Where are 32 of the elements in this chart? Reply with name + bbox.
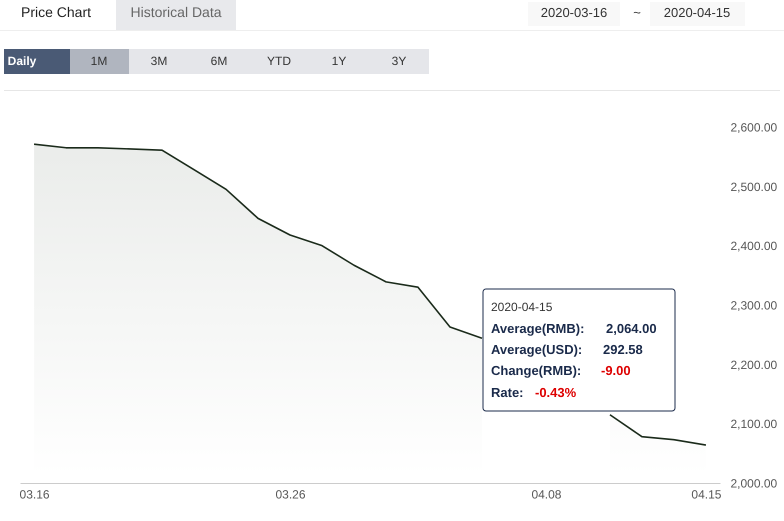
text: 2020-04-15: [664, 5, 730, 20]
text: 2020-03-16: [540, 5, 608, 20]
y-tick-label: 2,500.00: [730, 180, 778, 194]
annotation: Rate:: [491, 385, 524, 400]
text: 1Y: [332, 54, 346, 68]
text: Historical Data: [130, 4, 222, 20]
y-tick-label: 2,100.00: [730, 417, 778, 432]
x-tick-label: 03.16: [20, 488, 50, 502]
x-tick-label: 04.15: [691, 488, 722, 502]
text: ~: [633, 5, 642, 20]
y-tick-label: 2,400.00: [730, 239, 778, 254]
annotation: -0.43%: [535, 385, 577, 400]
annotation: Average(USD):: [491, 342, 582, 357]
x-tick-label: 04.08: [531, 488, 562, 502]
y-tick-label: 2,200.00: [730, 358, 778, 372]
y-tick-label: 2,300.00: [730, 298, 778, 312]
annotation: 2020-04-15: [491, 300, 553, 314]
text: 6M: [210, 54, 228, 68]
text: 3M: [150, 54, 168, 68]
annotation: 292.58: [603, 342, 643, 357]
annotation: -9.00: [601, 363, 631, 378]
y-tick-label: 2,600.00: [730, 120, 778, 134]
annotation: Change(RMB):: [491, 363, 582, 378]
text: YTD: [267, 54, 292, 68]
annotation: Average(RMB):: [491, 321, 584, 336]
annotation: 2,064.00: [606, 321, 657, 336]
text: 3Y: [392, 54, 406, 68]
text: Daily: [8, 54, 37, 68]
text: Price Chart: [20, 4, 92, 20]
text: 1M: [90, 54, 108, 68]
x-tick-label: 03.26: [276, 488, 306, 502]
y-tick-label: 2,000.00: [730, 476, 778, 490]
